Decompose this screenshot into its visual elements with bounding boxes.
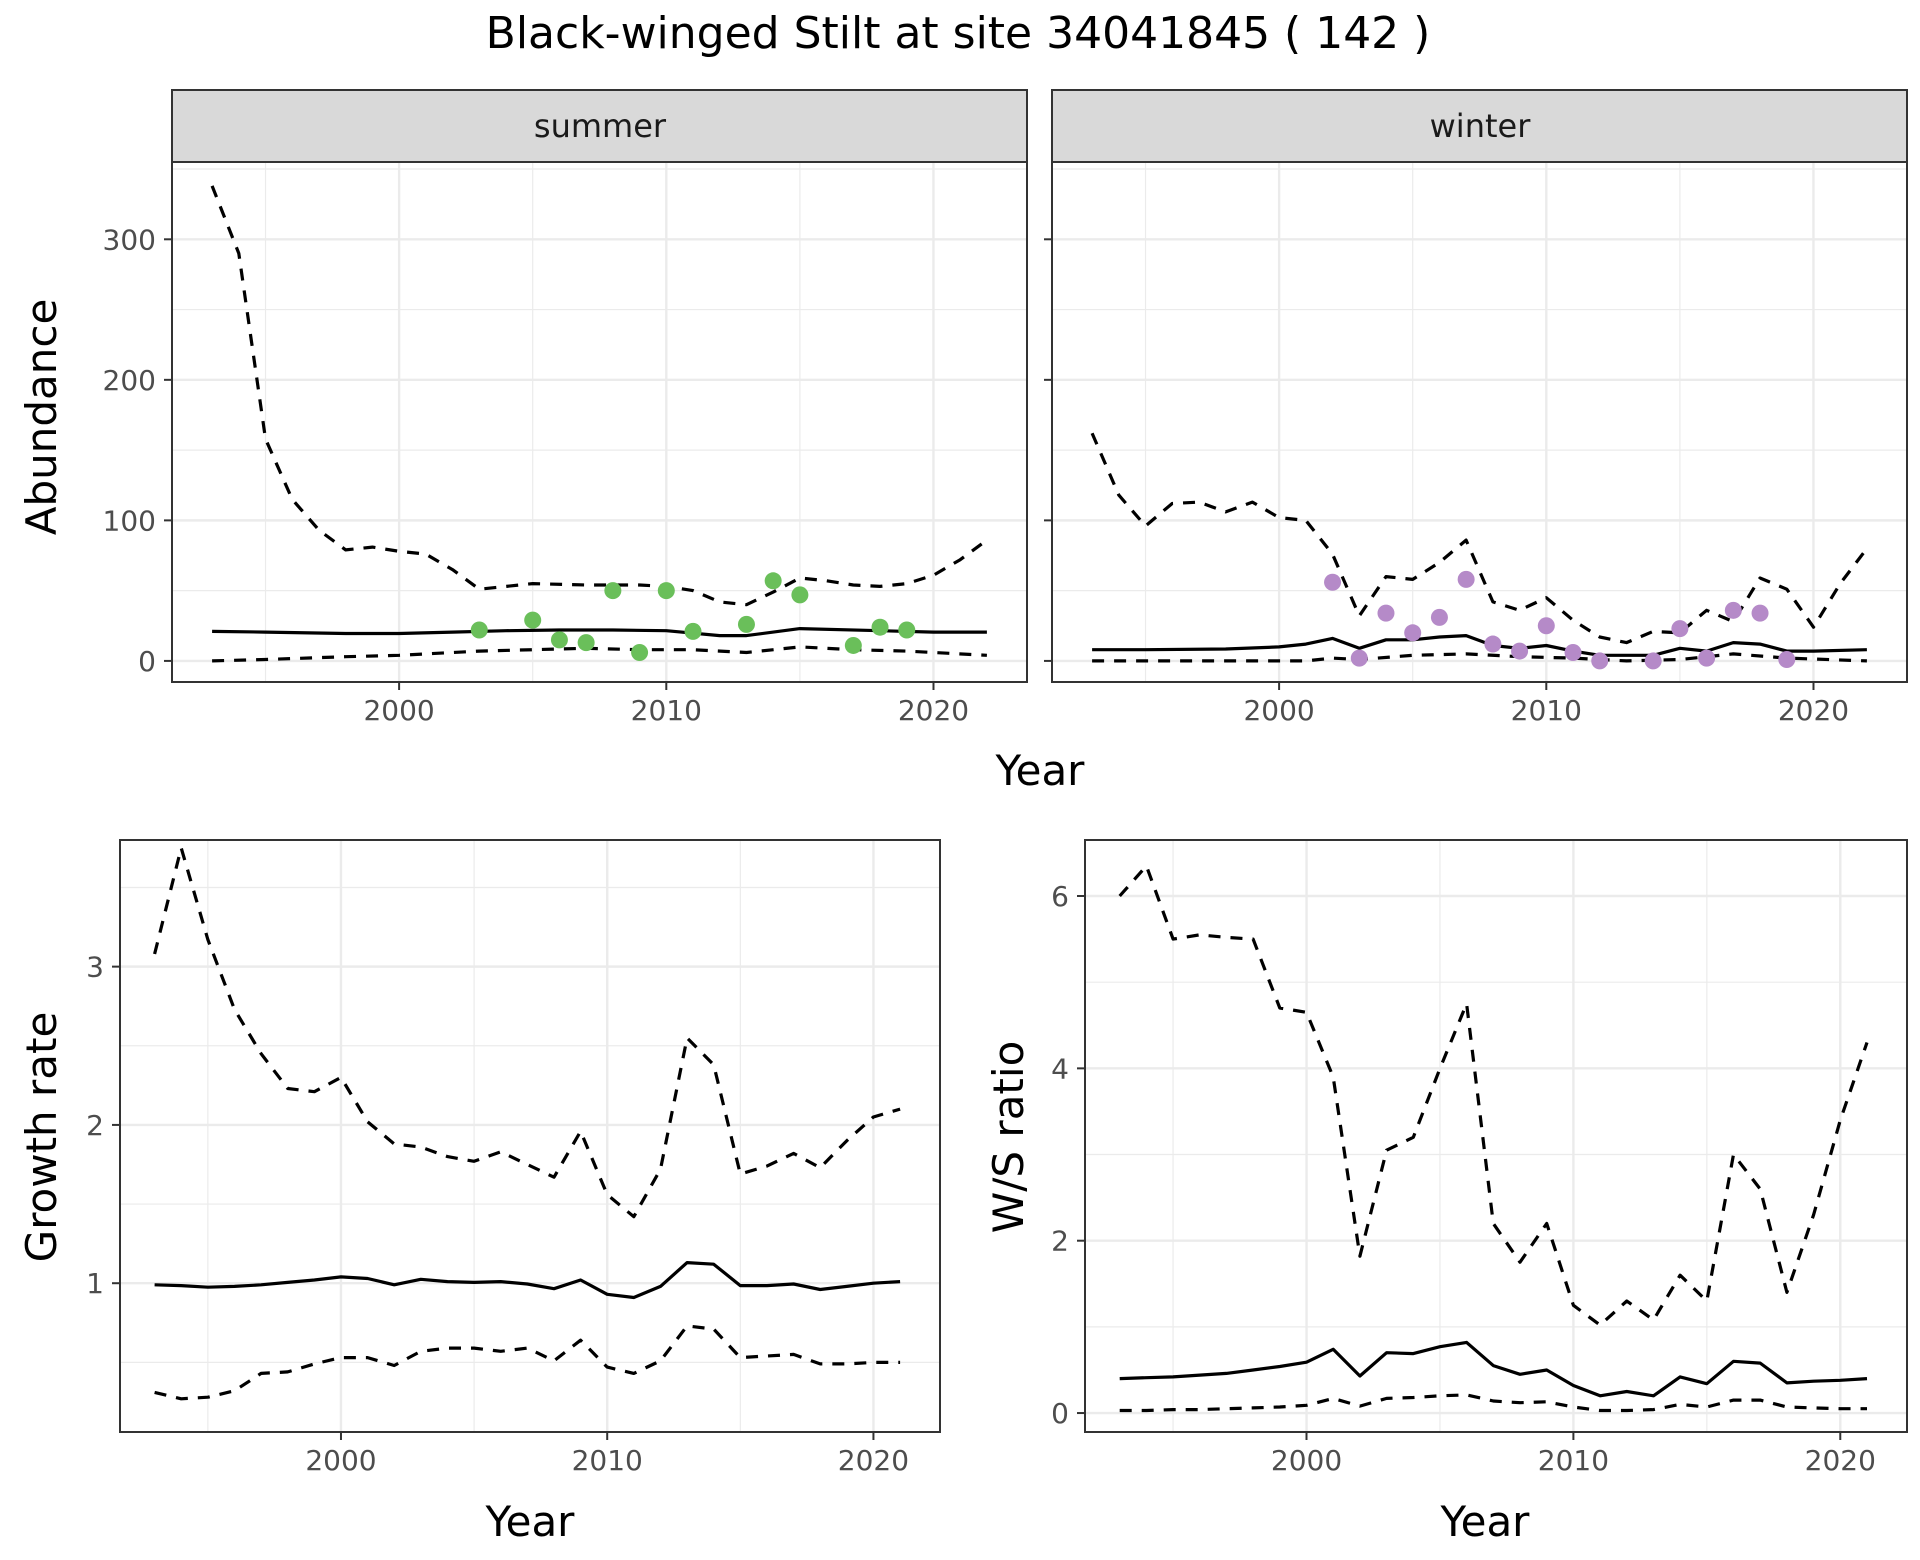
winter-x-tick-label: 2010	[1511, 694, 1582, 727]
winter-observation-point	[1591, 652, 1609, 670]
summer-observation-point	[657, 582, 675, 600]
strip-winter	[1051, 89, 1908, 163]
summer-y-tick-label: 300	[103, 223, 156, 256]
strip-summer	[171, 89, 1028, 163]
plot-area-ratio: 2000 2010 2020 0 2 4 6	[1051, 839, 1908, 1477]
growth-x-tick-label: 2000	[305, 1444, 376, 1477]
winter-observation-point	[1377, 604, 1395, 622]
strip-label-summer: summer	[534, 107, 667, 145]
summer-observation-point	[550, 631, 568, 649]
growth-series-lower	[154, 1324, 901, 1401]
winter-observation-point	[1778, 651, 1796, 669]
winter-observation-point	[1644, 652, 1662, 670]
panel-winter: winter 2000 2010 2020	[1044, 89, 1908, 727]
growth-x-axis-title: Year	[485, 1497, 576, 1546]
winter-observation-point	[1751, 604, 1769, 622]
growth-x-tick-label: 2010	[572, 1444, 643, 1477]
ratio-series-upper	[1118, 864, 1869, 1327]
winter-observation-point	[1537, 617, 1555, 635]
summer-observation-point	[470, 621, 488, 639]
summer-series-upper	[210, 185, 988, 607]
growth-y-tick-label: 1	[86, 1267, 104, 1300]
panel-growth: 2000 2010 2020 1 2 3 Year Growth rate	[17, 839, 941, 1546]
ratio-y-tick-label: 4	[1051, 1052, 1069, 1085]
winter-observation-point	[1430, 608, 1448, 626]
summer-observation-point	[577, 634, 595, 652]
winter-observation-point	[1324, 573, 1342, 591]
summer-x-tick-label: 2020	[898, 694, 969, 727]
summer-x-tick-label: 2010	[631, 694, 702, 727]
ratio-panel-border	[1084, 839, 1908, 1433]
winter-observation-point	[1671, 620, 1689, 638]
summer-y-tick-label: 100	[103, 504, 156, 537]
winter-observation-point	[1484, 635, 1502, 653]
winter-x-tick-label: 2000	[1243, 694, 1314, 727]
summer-observation-point	[631, 643, 649, 661]
winter-observation-point	[1404, 624, 1422, 642]
growth-y-axis-title: Growth rate	[17, 1012, 66, 1263]
ratio-y-tick-label: 0	[1051, 1397, 1069, 1430]
ratio-y-tick-label: 2	[1051, 1225, 1069, 1258]
summer-observation-point	[791, 586, 809, 604]
winter-observation-point	[1350, 649, 1368, 667]
winter-observation-point	[1724, 601, 1742, 619]
winter-observation-point	[1698, 649, 1716, 667]
ratio-series-mean	[1119, 1340, 1868, 1398]
top-x-axis-title: Year	[995, 746, 1086, 795]
growth-y-tick-label: 2	[86, 1109, 104, 1142]
summer-observation-point	[844, 636, 862, 654]
ratio-x-tick-label: 2000	[1271, 1444, 1342, 1477]
summer-observation-point	[898, 621, 916, 639]
summer-observation-point	[764, 572, 782, 590]
panel-ratio: 2000 2010 2020 0 2 4 6 Year W/S ratio	[984, 839, 1908, 1546]
top-y-axis-title: Abundance	[17, 299, 66, 536]
summer-observation-point	[871, 618, 889, 636]
summer-observation-point	[524, 611, 542, 629]
growth-series-mean	[154, 1260, 901, 1300]
summer-y-tick-label: 0	[138, 645, 156, 678]
summer-y-tick-label: 200	[103, 364, 156, 397]
ratio-x-tick-label: 2020	[1805, 1444, 1876, 1477]
winter-observation-point	[1457, 570, 1475, 588]
growth-y-tick-label: 3	[86, 951, 104, 984]
ratio-x-tick-label: 2010	[1538, 1444, 1609, 1477]
plot-area-winter: 2000 2010 2020	[1044, 161, 1908, 727]
growth-x-tick-label: 2020	[838, 1444, 909, 1477]
ratio-y-axis-title: W/S ratio	[984, 1041, 1033, 1234]
plot-area-summer: 2000 2010 2020 0 100 200 300	[103, 161, 1028, 727]
summer-panel-border	[171, 161, 1028, 683]
ratio-series-lower	[1119, 1393, 1867, 1413]
winter-x-tick-label: 2020	[1778, 694, 1849, 727]
summer-observation-point	[737, 615, 755, 633]
summer-observation-point	[604, 582, 622, 600]
summer-series-lower	[212, 645, 987, 663]
plot-area-growth: 2000 2010 2020 1 2 3	[86, 839, 941, 1477]
strip-label-winter: winter	[1430, 107, 1532, 145]
panel-summer: summer 2000 2010 2020 0 100 200 300	[103, 89, 1028, 727]
winter-panel-border	[1051, 161, 1908, 683]
summer-series-mean	[212, 626, 987, 638]
ratio-y-tick-label: 6	[1051, 880, 1069, 913]
ratio-x-axis-title: Year	[1440, 1497, 1531, 1546]
summer-x-tick-label: 2000	[363, 694, 434, 727]
winter-observation-point	[1564, 643, 1582, 661]
winter-observation-point	[1511, 642, 1529, 660]
growth-series-upper	[153, 846, 901, 1219]
figure-title: Black-winged Stilt at site 34041845 ( 14…	[486, 8, 1431, 59]
growth-panel-border	[119, 839, 941, 1433]
summer-observation-point	[684, 622, 702, 640]
